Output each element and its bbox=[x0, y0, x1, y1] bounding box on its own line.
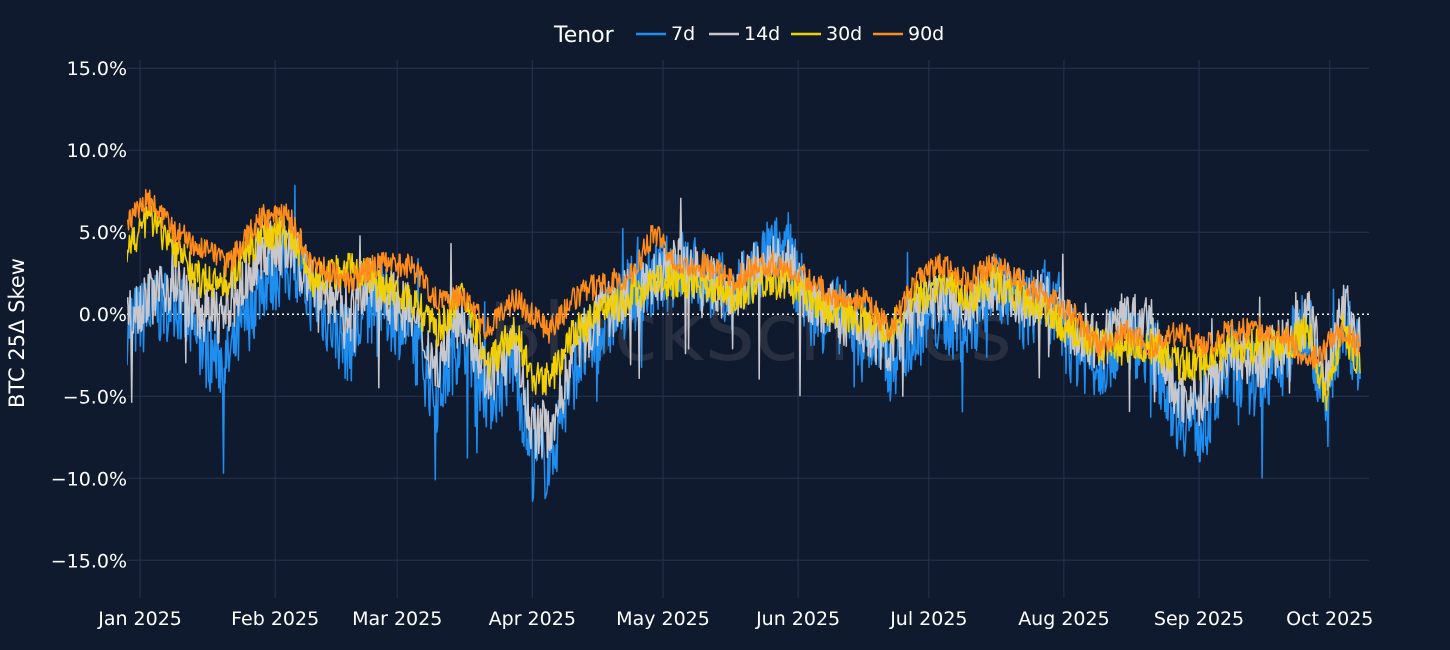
legend-label-30d[interactable]: 30d bbox=[826, 23, 862, 45]
x-axis: Jan 2025 Feb 2025 Mar 2025 Apr 2025 May 2025… bbox=[97, 608, 1373, 630]
y-tick-label: 0.0% bbox=[79, 304, 127, 326]
legend: Tenor 7d 14d 30d 90d bbox=[553, 23, 944, 48]
y-tick-label: −15.0% bbox=[51, 550, 127, 572]
y-tick-label: 10.0% bbox=[67, 140, 127, 162]
x-tick-label: Jun 2025 bbox=[755, 608, 840, 630]
x-tick-label: Oct 2025 bbox=[1286, 608, 1373, 630]
y-tick-label: −5.0% bbox=[63, 386, 127, 408]
y-tick-label: 15.0% bbox=[67, 58, 127, 80]
series-layer bbox=[127, 184, 1361, 502]
x-tick-label: Jul 2025 bbox=[889, 608, 967, 630]
series-line-7d bbox=[127, 184, 1361, 502]
x-tick-label: Mar 2025 bbox=[352, 608, 442, 630]
x-tick-label: May 2025 bbox=[616, 608, 710, 630]
y-tick-label: 5.0% bbox=[79, 222, 127, 244]
y-axis: 15.0% 10.0% 5.0% 0.0% −5.0% −10.0% −15.0% bbox=[51, 58, 127, 572]
series-line-14d bbox=[127, 197, 1361, 459]
legend-label-7d[interactable]: 7d bbox=[671, 23, 695, 45]
x-tick-label: Jan 2025 bbox=[97, 608, 182, 630]
x-tick-label: Feb 2025 bbox=[231, 608, 319, 630]
y-tick-label: −10.0% bbox=[51, 468, 127, 490]
series-line-90d bbox=[127, 188, 1361, 370]
y-axis-title: BTC 25Δ Skew bbox=[5, 258, 29, 408]
grid bbox=[127, 60, 1369, 598]
series-line-30d bbox=[127, 201, 1361, 412]
x-tick-label: Apr 2025 bbox=[489, 608, 576, 630]
legend-label-14d[interactable]: 14d bbox=[744, 23, 780, 45]
legend-title: Tenor bbox=[553, 23, 615, 48]
legend-label-90d[interactable]: 90d bbox=[908, 23, 944, 45]
x-tick-label: Sep 2025 bbox=[1154, 608, 1244, 630]
x-tick-label: Aug 2025 bbox=[1018, 608, 1110, 630]
